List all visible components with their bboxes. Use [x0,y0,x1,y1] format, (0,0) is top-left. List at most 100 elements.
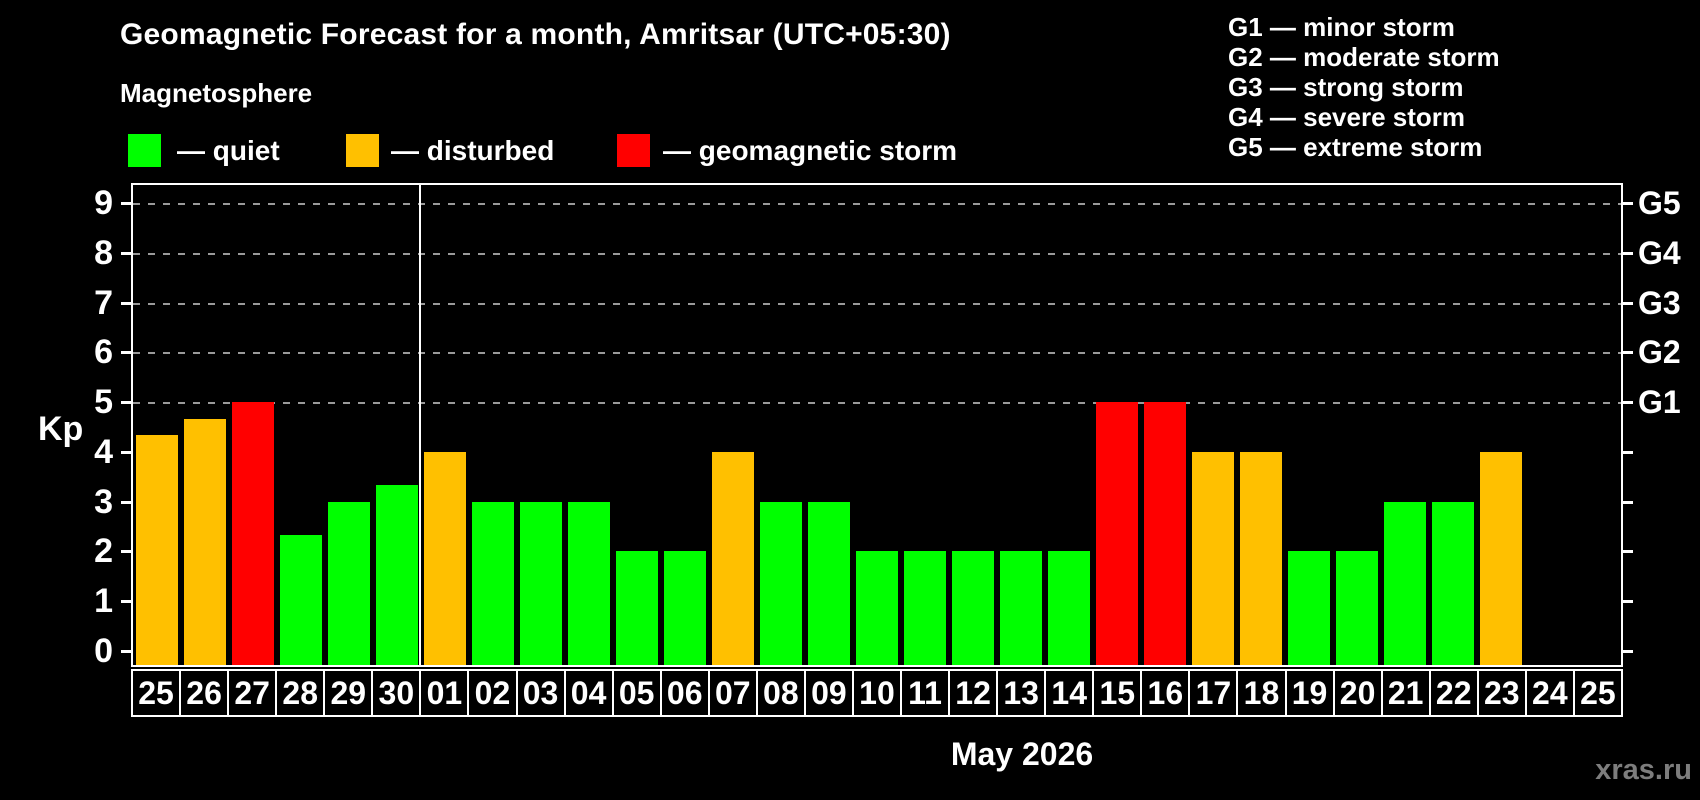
legend-swatch-storm [617,134,650,167]
y-axis-label-8: 8 [94,233,113,272]
grid-line-kp9 [133,202,1621,205]
g-axis-label-G4: G4 [1638,234,1681,271]
bar-day-22 [1432,501,1474,665]
day-label-16: 16 [1142,669,1191,717]
day-label-02: 02 [469,669,518,717]
y-axis-label-5: 5 [94,383,113,422]
left-axis-tick [121,450,131,454]
left-axis-tick [121,600,131,604]
bar-day-11 [904,551,946,665]
g-axis-label-G5: G5 [1638,184,1681,221]
bar-day-06 [664,551,706,665]
grid-line-kp8 [133,252,1621,255]
right-axis-tick [1623,401,1633,405]
g-axis-label-G1: G1 [1638,384,1681,421]
right-axis-tick [1623,600,1633,604]
y-axis-label-4: 4 [94,432,113,471]
day-label-19: 19 [1286,669,1335,717]
bar-day-20 [1336,551,1378,665]
left-axis-tick [121,351,131,355]
left-axis-tick [121,401,131,405]
day-label-18: 18 [1238,669,1287,717]
y-axis-label-3: 3 [94,482,113,521]
right-axis-tick [1623,251,1633,255]
legend-swatch-quiet [128,134,161,167]
bar-day-01 [424,451,466,665]
bar-day-23 [1480,451,1522,665]
right-axis-tick [1623,301,1633,305]
bar-day-13 [1000,551,1042,665]
y-axis-label-1: 1 [94,582,113,621]
right-axis-tick [1623,351,1633,355]
left-axis-tick [121,650,131,653]
day-label-01: 01 [421,669,470,717]
legend-label-storm: — geomagnetic storm [663,135,958,166]
grid-line-kp5 [133,402,1621,405]
month-separator-line [419,185,421,665]
right-axis-tick [1623,500,1633,504]
g-scale-legend-item: G2 — moderate storm [1228,42,1500,72]
right-axis-tick [1623,550,1633,554]
day-label-13: 13 [998,669,1047,717]
month-label: May 2026 [950,736,1094,772]
day-label-15: 15 [1094,669,1143,717]
left-axis-tick [121,500,131,504]
y-axis-label-9: 9 [94,183,113,222]
day-label-29: 29 [325,669,374,717]
g-scale-legend-item: G1 — minor storm [1228,12,1455,42]
day-label-24: 24 [1526,669,1575,717]
day-label-23: 23 [1478,669,1527,717]
day-label-11: 11 [902,669,951,717]
g-axis-label-G3: G3 [1638,284,1681,321]
bar-day-27 [232,402,274,665]
legend-swatch-disturbed [346,134,379,167]
grid-line-kp7 [133,302,1621,305]
day-label-10: 10 [853,669,902,717]
kp-axis-label: Kp [38,410,84,448]
g-axis-label-G2: G2 [1638,334,1681,371]
right-axis-tick [1623,450,1633,454]
bar-day-26 [184,418,226,665]
day-label-26: 26 [181,669,230,717]
bar-day-10 [856,551,898,665]
bar-day-07 [712,451,754,665]
bar-day-18 [1240,451,1282,665]
day-label-28: 28 [277,669,326,717]
bar-day-29 [328,501,370,665]
bar-day-12 [952,551,994,665]
bar-day-08 [760,501,802,665]
day-label-08: 08 [757,669,806,717]
bar-day-16 [1144,402,1186,665]
day-label-17: 17 [1190,669,1239,717]
plot-area [131,183,1623,667]
bar-day-30 [376,485,418,665]
day-label-row: 25 26 27 28 29 30 01 02 03 04 05 06 07 08 09 10 11 12 13 14… [131,669,1623,717]
y-axis-label-0: 0 [94,632,113,670]
day-label-14: 14 [1046,669,1095,717]
day-label-27: 27 [229,669,278,717]
day-label-30: 30 [373,669,422,717]
day-label-20: 20 [1334,669,1383,717]
left-axis-tick [121,301,131,305]
day-label-04: 04 [565,669,614,717]
g-scale-legend-item: G5 — extreme storm [1228,132,1483,162]
bar-day-28 [280,535,322,665]
g-scale-legend: G1 — minor storm G2 — moderate storm G3 — … [1228,12,1500,162]
day-label-09: 09 [805,669,854,717]
y-axis-label-6: 6 [94,333,113,372]
chart-title: Geomagnetic Forecast for a month, Amrits… [120,18,951,51]
grid-line-kp6 [133,352,1621,355]
right-axis-tick [1623,201,1633,205]
bar-day-14 [1048,551,1090,665]
legend-label-quiet: — quiet [177,135,280,166]
bar-day-25 [136,435,178,665]
bar-day-21 [1384,501,1426,665]
left-axis-tick [121,251,131,255]
bar-day-04 [568,501,610,665]
y-axis-label-7: 7 [94,283,113,322]
bar-day-15 [1096,402,1138,665]
g-scale-legend-item: G3 — strong storm [1228,72,1464,102]
y-axis-label-2: 2 [94,532,113,571]
bar-day-09 [808,501,850,665]
day-label-05: 05 [613,669,662,717]
